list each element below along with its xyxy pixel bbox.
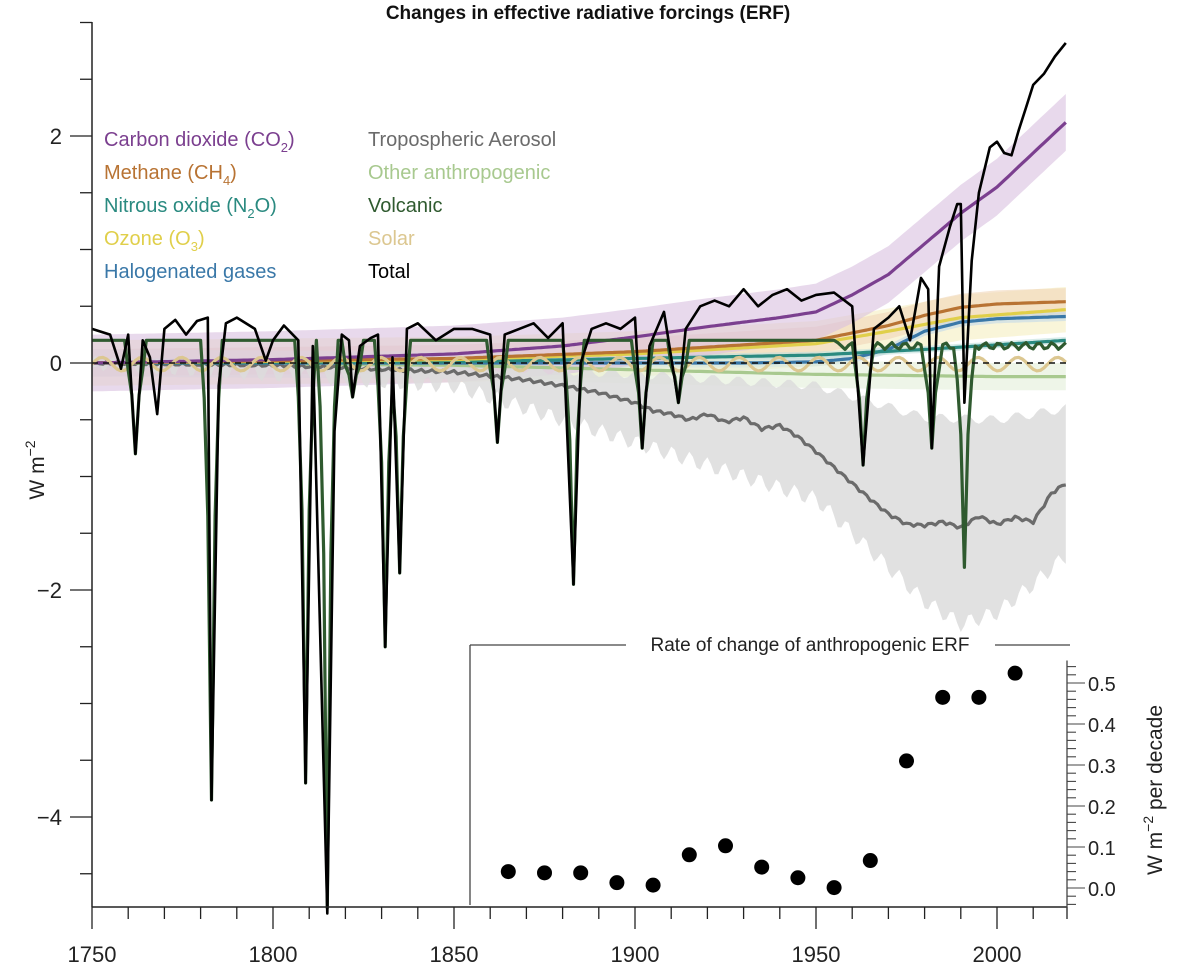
- inset-dot: [862, 853, 878, 869]
- inset-dot: [681, 847, 697, 863]
- inset-dot: [971, 689, 987, 705]
- legend-item-co2: Carbon dioxide (CO2): [104, 129, 295, 155]
- total-line-group: [91, 42, 1067, 915]
- line-solar: [90, 355, 1067, 373]
- x-tick-label: 1850: [430, 942, 479, 967]
- legend-label: Volcanic: [368, 195, 443, 217]
- inset-tick-label: 0.2: [1088, 797, 1116, 819]
- x-tick-label: 1950: [792, 942, 841, 967]
- legend-suffix: O): [255, 195, 277, 217]
- legend-item-other: Other anthropogenic: [368, 162, 550, 184]
- inset-dot: [899, 753, 914, 769]
- inset-title: Rate of change of anthropogenic ERF: [651, 635, 970, 656]
- main-axes: 2 0 −2 −4 1750 1800 1850 1900 1950 2000: [37, 21, 1068, 967]
- x-tick-label: 1750: [68, 942, 117, 967]
- legend-label: Carbon dioxide (CO: [104, 129, 281, 151]
- legend-label: Other anthropogenic: [368, 162, 550, 184]
- legend-label: Tropospheric Aerosol: [368, 129, 556, 151]
- legend-suffix: ): [288, 129, 295, 151]
- legend-item-aerosol: Tropospheric Aerosol: [368, 129, 556, 151]
- y-tick-label: −4: [37, 805, 62, 830]
- legend-label: Total: [368, 261, 410, 283]
- legend-item-volcanic: Volcanic: [368, 195, 443, 217]
- y-tick-label: 0: [50, 351, 62, 376]
- inset-y-axis-label-w: W m: [1144, 832, 1167, 875]
- inset-tick-label: 0.5: [1088, 674, 1116, 696]
- line-total: [91, 42, 1067, 915]
- inset-y-axis-label: W m−2 per decade: [1140, 705, 1167, 875]
- inset-dot: [826, 880, 842, 896]
- inset-dot: [609, 875, 625, 891]
- legend: Carbon dioxide (CO2)Methane (CH4)Nitrous…: [104, 129, 556, 283]
- inset-tick-label: 0.3: [1088, 756, 1116, 778]
- inset-rate-of-change: Rate of change of anthropogenic ERF 0.00…: [469, 635, 1167, 911]
- legend-subscript: 3: [191, 239, 198, 254]
- inset-dot: [537, 865, 552, 881]
- legend-suffix: ): [198, 228, 205, 250]
- inset-dot: [718, 838, 733, 854]
- legend-label: Halogenated gases: [104, 261, 276, 283]
- inset-dot: [790, 870, 806, 886]
- inset-y-axis-label-rest: per decade: [1144, 705, 1167, 816]
- band-co2: [92, 94, 1066, 392]
- y-tick-label: −2: [37, 578, 62, 603]
- legend-label: Ozone (O: [104, 228, 191, 250]
- band-aerosol: [92, 355, 1066, 632]
- x-tick-label: 2000: [973, 942, 1022, 967]
- legend-subscript: 4: [223, 173, 230, 188]
- inset-y-axis-label-exp: −2: [1140, 816, 1156, 832]
- legend-item-solar: Solar: [368, 228, 415, 250]
- legend-subscript: 2: [247, 206, 254, 221]
- legend-item-o3: Ozone (O3): [104, 228, 205, 254]
- legend-label: Solar: [368, 228, 415, 250]
- x-tick-label: 1900: [611, 942, 660, 967]
- legend-label: Methane (CH: [104, 162, 223, 184]
- y-tick-label: 2: [50, 124, 62, 149]
- inset-dot: [754, 859, 770, 875]
- legend-item-halo: Halogenated gases: [104, 261, 276, 283]
- inset-dot: [1007, 665, 1023, 681]
- inset-dot: [645, 877, 661, 893]
- inset-dot: [935, 689, 951, 705]
- y-axis-label: W m−2: [22, 440, 49, 499]
- inset-y-axis: 0.0 0.1 0.2 0.3 0.4 0.5: [1066, 660, 1116, 911]
- y-axis-label-exp: −2: [22, 440, 38, 456]
- y-axis-label-w: W m: [26, 456, 49, 499]
- chart-title: Changes in effective radiative forcings …: [386, 3, 790, 24]
- inset-tick-label: 0.4: [1088, 715, 1116, 737]
- inset-tick-label: 0.0: [1088, 879, 1116, 901]
- legend-item-ch4: Methane (CH4): [104, 162, 237, 188]
- legend-suffix: ): [230, 162, 237, 184]
- inset-dot: [500, 864, 516, 880]
- legend-item-n2o: Nitrous oxide (N2O): [104, 195, 277, 221]
- legend-label: Nitrous oxide (N: [104, 195, 247, 217]
- inset-dots: [500, 665, 1023, 896]
- inset-tick-label: 0.1: [1088, 838, 1116, 860]
- inset-frame: [469, 644, 1070, 905]
- legend-item-total: Total: [368, 261, 410, 283]
- legend-subscript: 2: [281, 140, 288, 155]
- inset-dot: [573, 865, 589, 881]
- x-tick-label: 1800: [249, 942, 298, 967]
